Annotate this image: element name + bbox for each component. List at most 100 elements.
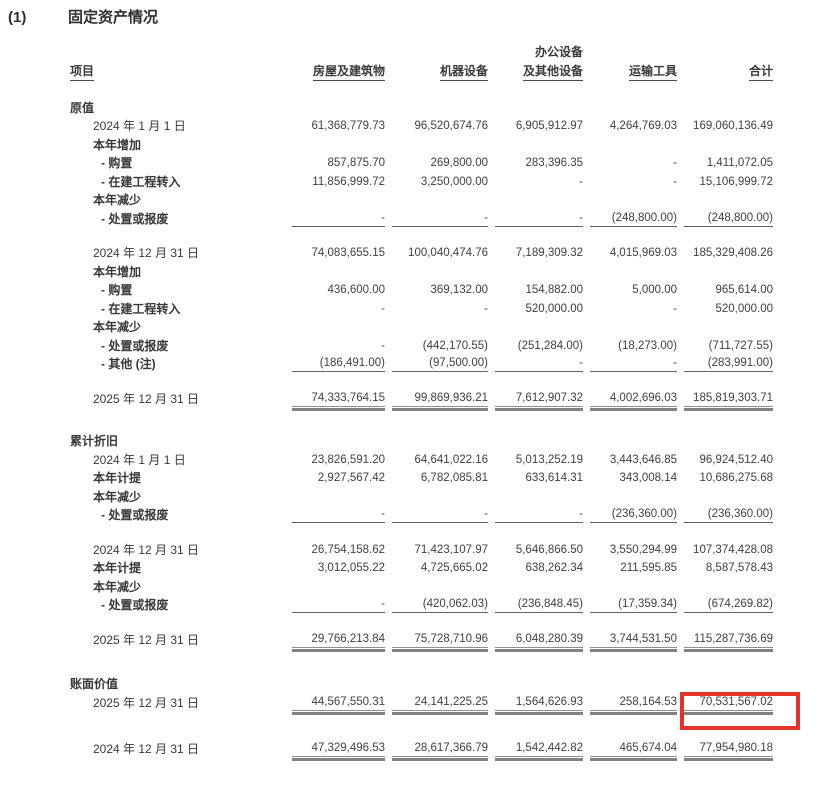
- value-cell: (283,991.00): [677, 354, 773, 372]
- row-label: 2025 年 12 月 31 日: [93, 695, 200, 710]
- table-row: - 处置或报废 - - - (236,360.00) (236,360.00): [70, 505, 773, 523]
- spacer-row: [70, 613, 773, 629]
- value-cell: [488, 486, 583, 505]
- value-cell: 74,333,764.15: [285, 388, 385, 411]
- spacer-row: [70, 372, 773, 388]
- value-cell: 185,819,303.71: [677, 388, 773, 411]
- value-cell: 3,250,000.00: [420, 175, 488, 188]
- value-cell: [385, 97, 488, 116]
- value-cell: 28,617,366.79: [385, 739, 488, 761]
- value-cell: [285, 674, 385, 693]
- row-label: - 处置或报废: [101, 338, 169, 353]
- table-row: 2024 年 12 月 31 日 74,083,655.15 100,040,474…: [70, 243, 773, 262]
- value-cell: (186,491.00): [285, 354, 385, 372]
- table-row: - 处置或报废 - (420,062.03) (236,848.45) (17,359.…: [70, 595, 773, 613]
- value-cell: 258,164.53: [583, 692, 677, 715]
- value-cell: (18,273.00): [618, 339, 677, 352]
- table-row: - 处置或报废 - - - (248,800.00) (248,800.00): [70, 208, 773, 227]
- value-cell: 71,423,107.97: [414, 543, 488, 556]
- value-cell: [285, 576, 385, 595]
- value-cell: [488, 431, 583, 450]
- value-cell: 465,674.04: [583, 739, 677, 761]
- table-row: 2024 年 1 月 1 日 61,368,779.73 96,520,674.76…: [70, 116, 773, 135]
- value-cell: 61,368,779.73: [311, 120, 385, 132]
- table-row: 本年增加: [70, 134, 773, 153]
- value-cell: 1,411,072.05: [706, 157, 773, 169]
- table-row: 2025 年 12 月 31 日 44,567,550.31 24,141,225.…: [70, 691, 800, 730]
- value-cell: 29,766,213.84: [285, 629, 385, 652]
- value-cell: [488, 190, 583, 209]
- value-cell: 26,754,158.62: [311, 543, 385, 556]
- value-cell: 269,800.00: [430, 157, 488, 169]
- document-page: (1) 固定资产情况 项目 房屋及建筑物 机器设备: [8, 9, 800, 761]
- value-cell: -: [488, 354, 583, 372]
- value-cell: [677, 261, 773, 280]
- value-cell: -: [385, 208, 488, 227]
- row-label: - 购置: [101, 283, 133, 297]
- value-cell: 47,329,496.53: [285, 739, 385, 761]
- value-cell: 638,262.34: [525, 562, 583, 574]
- value-cell: 4,002,696.03: [583, 388, 677, 411]
- table-row: 原值: [70, 97, 773, 116]
- value-cell: 857,875.70: [327, 157, 385, 169]
- value-cell: 283,396.35: [525, 157, 583, 169]
- table-row: 本年减少: [70, 317, 773, 336]
- value-cell: 633,614.31: [525, 472, 583, 484]
- table-row: 本年计提 2,927,567.42 6,782,085.81 633,614.31 34…: [70, 468, 773, 487]
- value-cell: 70,531,567.02: [677, 691, 800, 730]
- value-cell: 15,106,999.72: [699, 175, 773, 188]
- spacer-row: [70, 227, 773, 243]
- value-cell: 6,905,912.97: [515, 120, 583, 132]
- row-label: - 其他 (注): [101, 357, 156, 371]
- value-cell: 1,542,442.82: [488, 739, 583, 761]
- value-cell: [385, 576, 488, 595]
- value-cell: -: [673, 302, 677, 315]
- value-cell: 343,008.14: [619, 472, 677, 484]
- value-cell: (674,269.82): [677, 595, 773, 613]
- col-header-item: 项目: [70, 43, 285, 97]
- value-cell: 8,587,578.43: [705, 562, 773, 574]
- value-cell: -: [673, 157, 677, 169]
- value-cell: [385, 431, 488, 450]
- value-cell: 185,329,408.26: [693, 247, 773, 259]
- col-header-office-equipment: 办公设备 及其他设备: [488, 43, 583, 97]
- value-cell: 5,013,252.19: [515, 453, 583, 466]
- value-cell: (442,170.55): [422, 339, 488, 352]
- value-cell: [285, 97, 385, 116]
- value-cell: 211,595.85: [620, 562, 677, 574]
- value-cell: [488, 576, 583, 595]
- value-cell: [583, 190, 677, 209]
- value-cell: [385, 674, 488, 693]
- value-cell: (251,284.00): [517, 339, 583, 352]
- row-label: - 在建工程转入: [101, 174, 181, 189]
- table-row: 本年减少: [70, 190, 773, 209]
- value-cell: -: [488, 208, 583, 227]
- table-row: - 购置 436,600.00 369,132.00 154,882.00 5,000.…: [70, 280, 773, 299]
- value-cell: 96,924,512.40: [699, 453, 773, 466]
- value-cell: 100,040,474.76: [408, 247, 488, 259]
- value-cell: 1,564,626.93: [488, 692, 583, 715]
- value-cell: 5,646,866.50: [515, 543, 583, 556]
- section-number: (1): [8, 9, 27, 26]
- col-header-machinery: 机器设备: [385, 43, 488, 97]
- value-cell: (420,062.03): [385, 595, 488, 613]
- table-row: 2024 年 12 月 31 日 26,754,158.62 71,423,107.…: [70, 539, 773, 558]
- value-cell: 64,641,022.16: [414, 453, 488, 466]
- value-cell: 3,550,294.99: [609, 543, 677, 556]
- value-cell: 2,927,567.42: [317, 472, 385, 484]
- value-cell: -: [385, 505, 488, 523]
- value-cell: (97,500.00): [385, 354, 488, 372]
- value-cell: 77,954,980.18: [677, 739, 773, 761]
- value-cell: 24,141,225.25: [385, 692, 488, 715]
- spacer-row: [70, 711, 773, 739]
- row-label: - 处置或报废: [101, 598, 169, 612]
- value-cell: [583, 261, 677, 280]
- value-cell: 3,443,646.85: [609, 453, 677, 466]
- value-cell: (236,360.00): [677, 505, 773, 523]
- value-cell: -: [285, 595, 385, 613]
- value-cell: 99,869,936.21: [385, 388, 488, 411]
- row-label: 2025 年 12 月 31 日: [93, 632, 200, 647]
- row-label: 本年减少: [93, 320, 142, 334]
- table-row: 累计折旧: [70, 431, 773, 450]
- value-cell: 436,600.00: [327, 284, 385, 296]
